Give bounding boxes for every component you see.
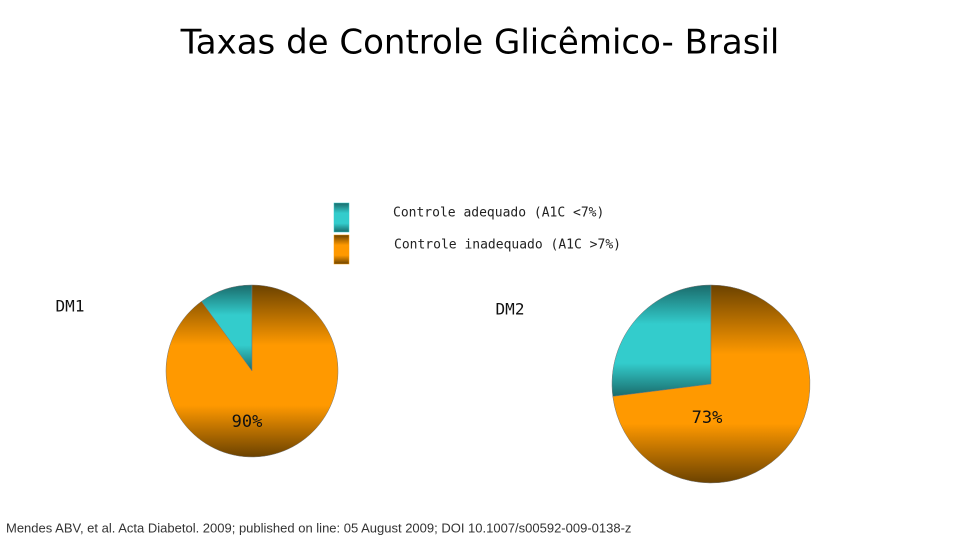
pie-slice [165, 284, 339, 458]
pie-slice [611, 284, 712, 397]
pie-title: DM2 [496, 300, 525, 319]
slice-label: 73% [692, 408, 723, 428]
legend-label: Controle inadequado (A1C >7%) [394, 238, 621, 253]
slice-label: 90% [232, 412, 263, 432]
legend-label: Controle adequado (A1C <7%) [393, 206, 604, 221]
legend-swatch [333, 234, 350, 265]
pie-slice [612, 284, 811, 484]
pie-title: DM1 [56, 297, 85, 316]
slide-title: Taxas de Controle Glicêmico- Brasil [180, 23, 780, 63]
legend-swatch [333, 202, 350, 233]
citation: Mendes ABV, et al. Acta Diabetol. 2009; … [6, 520, 631, 535]
